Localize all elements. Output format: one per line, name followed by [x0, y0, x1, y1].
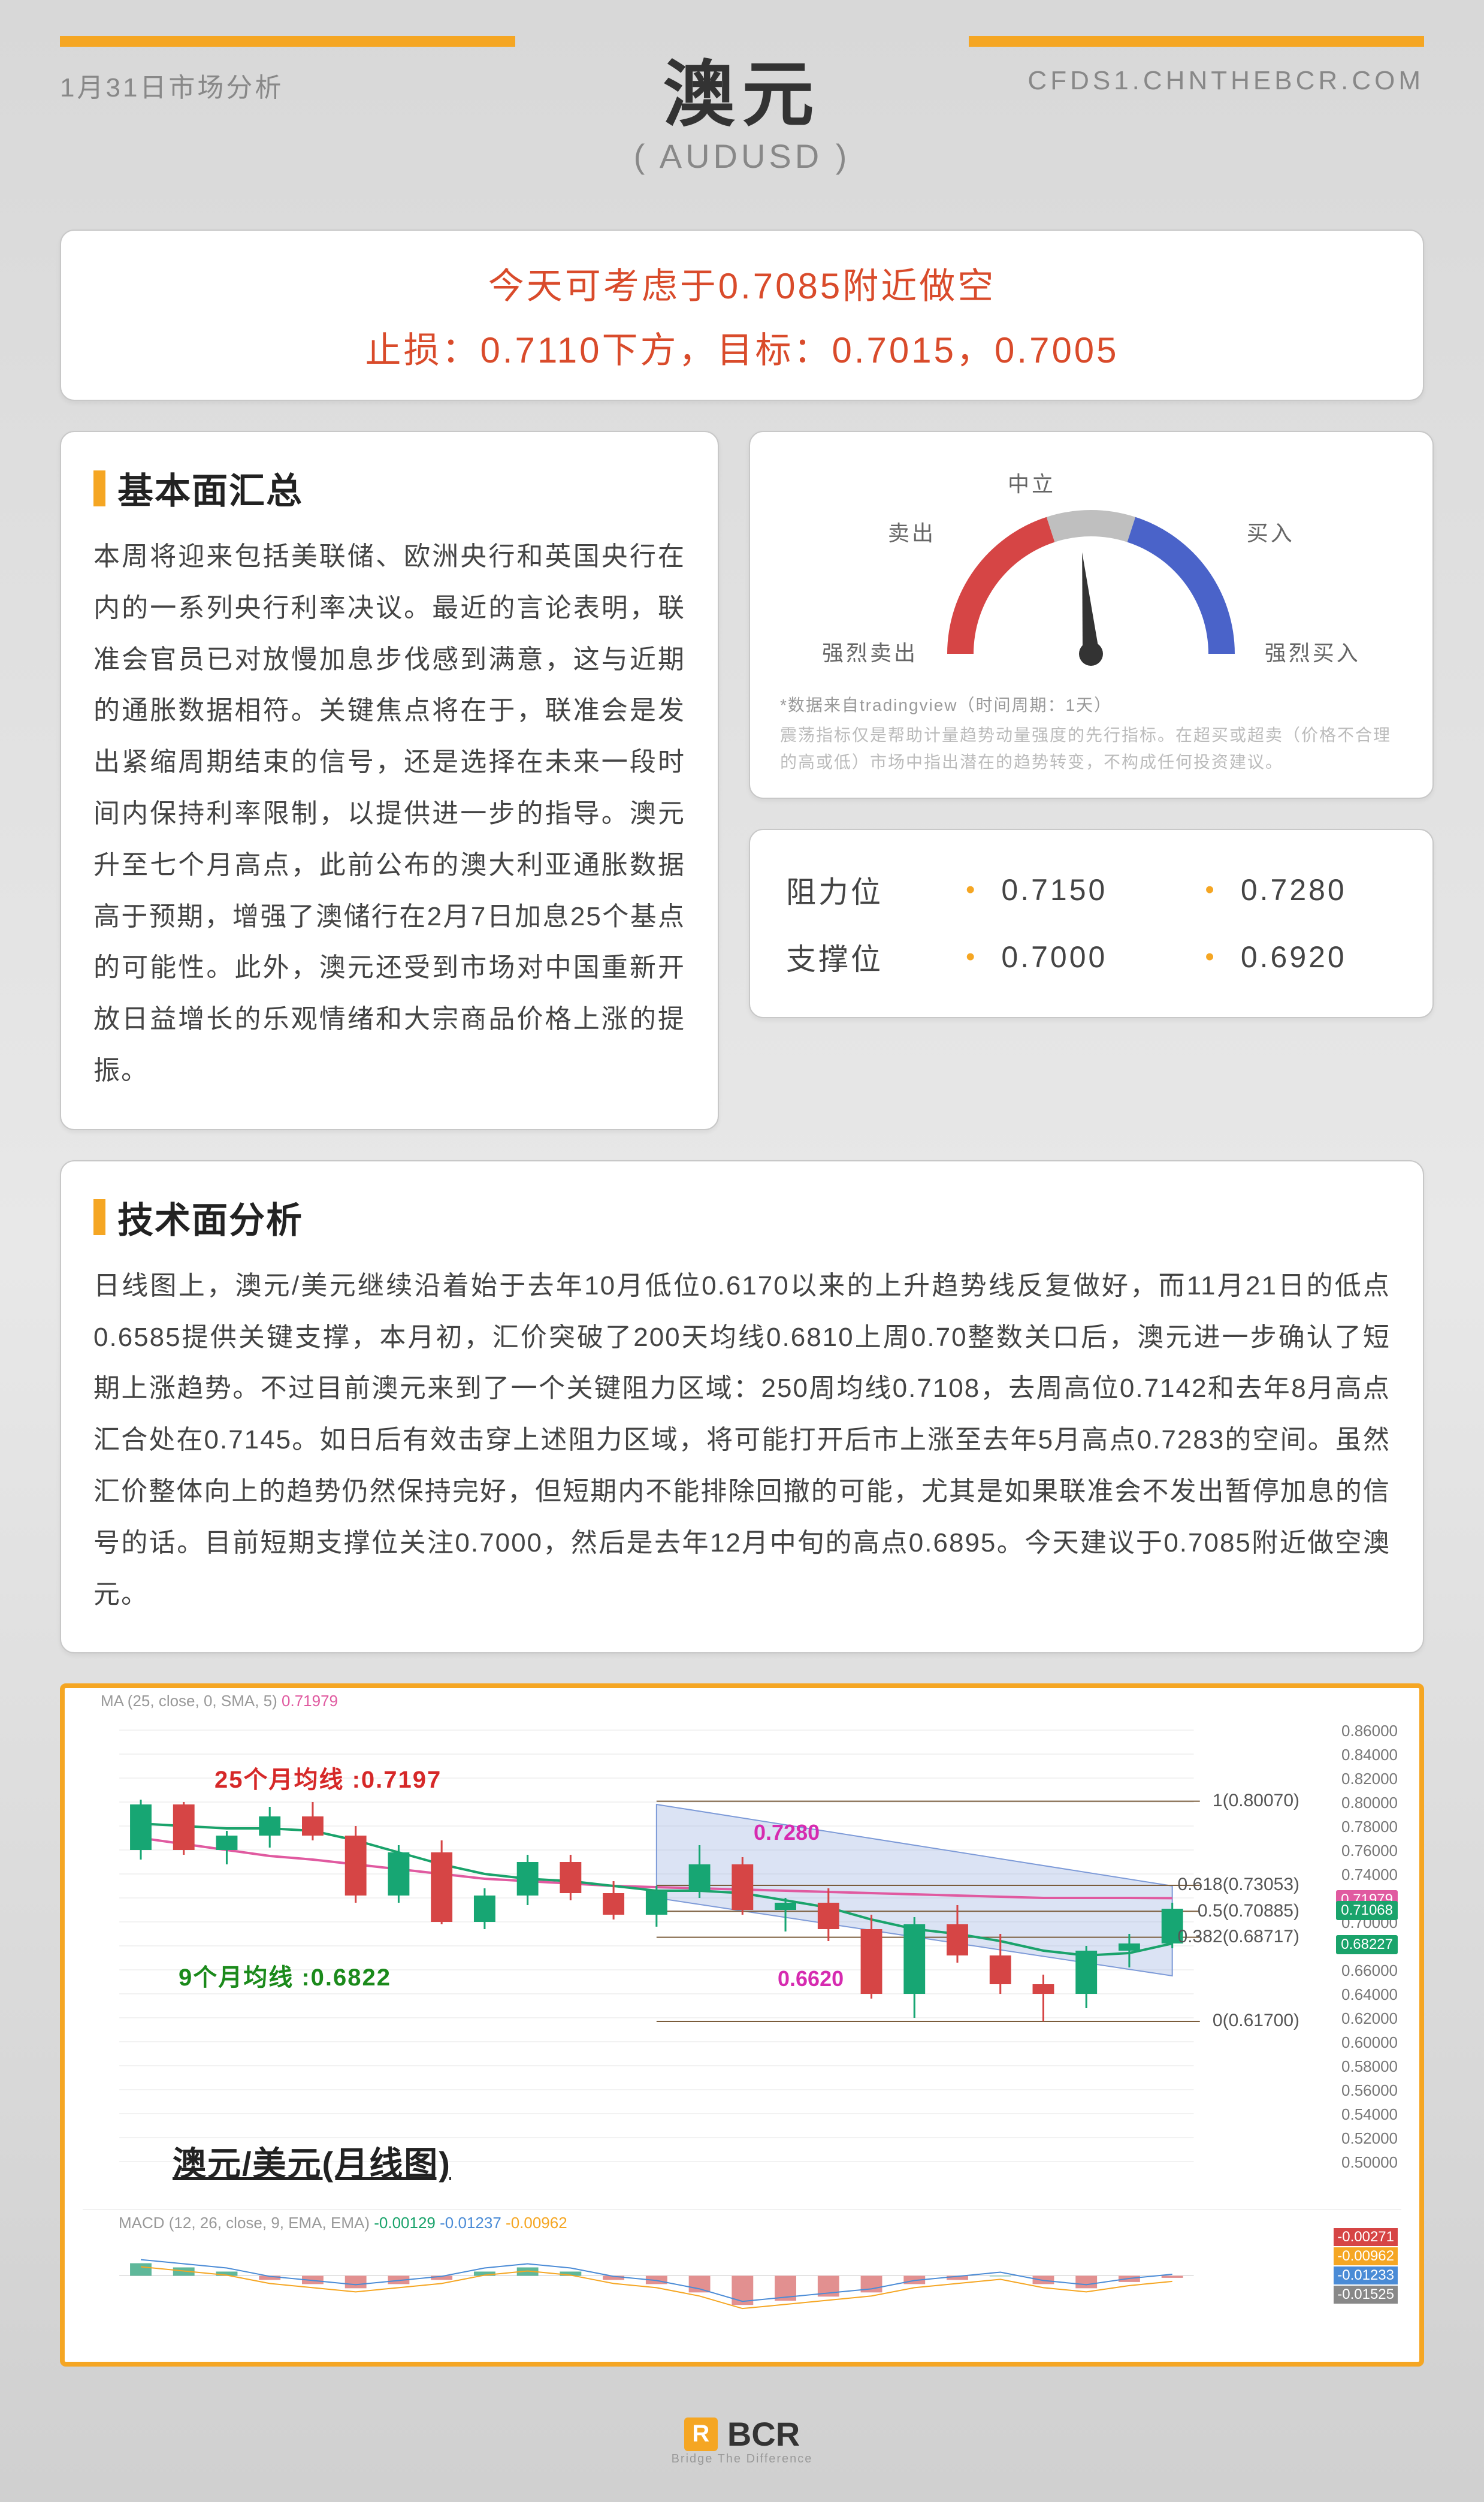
logo-icon: R — [684, 2418, 718, 2451]
fib-label: 0.5(0.70885) — [1198, 1901, 1299, 1921]
y-tick: 0.62000 — [1341, 2009, 1398, 2028]
support-2: 0.6920 — [1241, 940, 1397, 974]
resistance-row: 阻力位 • 0.7150 • 0.7280 — [786, 856, 1397, 923]
page-subtitle: ( AUDUSD ) — [60, 137, 1424, 176]
trade-signal-panel: 今天可考虑于0.7085附近做空 止损：0.7110下方，目标：0.7015，0… — [60, 230, 1424, 401]
accent-bar-icon — [93, 1199, 105, 1235]
y-tick: 0.56000 — [1341, 2081, 1398, 2100]
y-tick: 0.54000 — [1341, 2105, 1398, 2124]
footer: R BCR Bridge The Difference — [0, 2415, 1484, 2466]
fib-label: 0.382(0.68717) — [1178, 1927, 1300, 1947]
y-tick: 0.50000 — [1341, 2153, 1398, 2172]
ma25-annotation: 25个月均线 :0.7197 — [214, 1760, 442, 1795]
chart-title: 澳元/美元(月线图) — [173, 2137, 451, 2186]
brand-tagline: Bridge The Difference — [0, 2452, 1484, 2466]
brand-name: BCR — [727, 2415, 800, 2453]
price-annotation: 0.6620 — [778, 1966, 844, 1991]
brand-logo: R BCR — [684, 2415, 800, 2453]
gauge-disclaimer: 震荡指标仅是帮助计量趋势动量强度的先行指标。在超买或超卖（价格不合理的高或低）市… — [780, 722, 1403, 776]
bullet-icon: • — [1157, 875, 1240, 905]
fundamental-title: 基本面汇总 — [117, 462, 303, 514]
y-tick: 0.60000 — [1341, 2033, 1398, 2052]
y-tick: 0.64000 — [1341, 1985, 1398, 2004]
gauge-label-buy: 买入 — [1247, 516, 1295, 547]
support-1: 0.7000 — [1001, 940, 1157, 974]
macd-side-value: -0.00271 — [1334, 2228, 1398, 2246]
y-tick: 0.84000 — [1341, 1746, 1398, 1764]
y-tick: 0.86000 — [1341, 1722, 1398, 1740]
fib-label: 0.618(0.73053) — [1178, 1875, 1300, 1895]
gauge-source-note: *数据来自tradingview（时间周期：1天） — [780, 692, 1403, 716]
accent-bar-icon — [93, 470, 105, 506]
candlestick-chart: 25个月均线 :0.7197 9个月均线 :0.6822 澳元/美元(月线图) … — [83, 1706, 1401, 2198]
chart-panel: MA (25, close, 0, SMA, 5) 0.71979 25个月均线… — [60, 1683, 1424, 2367]
fib-label: 1(0.80070) — [1213, 1791, 1299, 1811]
support-row: 支撑位 • 0.7000 • 0.6920 — [786, 923, 1397, 991]
y-tick: 0.80000 — [1341, 1794, 1398, 1812]
bullet-icon: • — [1157, 942, 1240, 972]
header-accent-left — [60, 36, 515, 47]
technical-body: 日线图上，澳元/美元继续沿着始于去年10月低位0.6170以来的上升趋势线反复做… — [93, 1260, 1391, 1620]
sentiment-gauge: 强烈卖出 卖出 中立 买入 强烈买入 — [780, 456, 1403, 684]
report-date: 1月31日市场分析 — [60, 66, 283, 104]
y-tick: 0.76000 — [1341, 1842, 1398, 1860]
sentiment-gauge-panel: 强烈卖出 卖出 中立 买入 强烈买入 *数据来自tradingview（时间周期… — [749, 431, 1434, 799]
resistance-label: 阻力位 — [786, 868, 918, 912]
gauge-label-sell: 卖出 — [888, 516, 936, 547]
y-tick: 0.52000 — [1341, 2129, 1398, 2148]
price-badge: 0.71068 — [1336, 1901, 1398, 1920]
site-url: CFDS1.CHNTHEBCR.COM — [1027, 66, 1424, 96]
macd-side-value: -0.01525 — [1334, 2286, 1398, 2304]
y-tick: 0.66000 — [1341, 1961, 1398, 1980]
fundamental-body: 本周将迎来包括美联储、欧洲央行和英国央行在内的一系列央行利率决议。最近的言论表明… — [93, 531, 685, 1097]
y-tick: 0.58000 — [1341, 2057, 1398, 2076]
resistance-1: 0.7150 — [1001, 873, 1157, 907]
support-label: 支撑位 — [786, 935, 918, 979]
technical-panel: 技术面分析 日线图上，澳元/美元继续沿着始于去年10月低位0.6170以来的上升… — [60, 1160, 1424, 1654]
signal-line-1: 今天可考虑于0.7085附近做空 — [97, 257, 1387, 309]
macd-chart: MACD (12, 26, close, 9, EMA, EMA) -0.001… — [83, 2210, 1401, 2329]
chart-y-axis: 0.86000 0.84000 0.82000 0.80000 0.78000 0.760… — [1314, 1706, 1398, 2198]
y-tick: 0.82000 — [1341, 1770, 1398, 1788]
gauge-label-strong-buy: 强烈买入 — [1265, 636, 1361, 667]
header: 澳元 ( AUDUSD ) 1月31日市场分析 CFDS1.CHNTHEBCR.… — [0, 0, 1484, 200]
y-tick: 0.78000 — [1341, 1818, 1398, 1836]
gauge-label-neutral: 中立 — [1008, 467, 1056, 498]
macd-header: MACD (12, 26, close, 9, EMA, EMA) -0.001… — [119, 2214, 567, 2232]
price-badge: 0.68227 — [1336, 1935, 1398, 1954]
macd-side-value: -0.01233 — [1334, 2266, 1398, 2284]
gauge-label-strong-sell: 强烈卖出 — [822, 636, 918, 667]
bullet-icon: • — [918, 875, 1001, 905]
technical-title: 技术面分析 — [117, 1191, 303, 1244]
levels-panel: 阻力位 • 0.7150 • 0.7280 支撑位 • 0.7000 • 0.6… — [749, 829, 1434, 1018]
resistance-2: 0.7280 — [1241, 873, 1397, 907]
price-annotation: 0.7280 — [754, 1820, 820, 1845]
bullet-icon: • — [918, 942, 1001, 972]
signal-line-2: 止损：0.7110下方，目标：0.7015，0.7005 — [97, 321, 1387, 373]
ma9-annotation: 9个月均线 :0.6822 — [179, 1958, 391, 1993]
header-accent-right — [969, 36, 1424, 47]
y-tick: 0.74000 — [1341, 1866, 1398, 1884]
macd-side-value: -0.00962 — [1334, 2247, 1398, 2265]
fundamental-panel: 基本面汇总 本周将迎来包括美联储、欧洲央行和英国央行在内的一系列央行利率决议。最… — [60, 431, 719, 1130]
fib-label: 0(0.61700) — [1213, 2011, 1299, 2031]
